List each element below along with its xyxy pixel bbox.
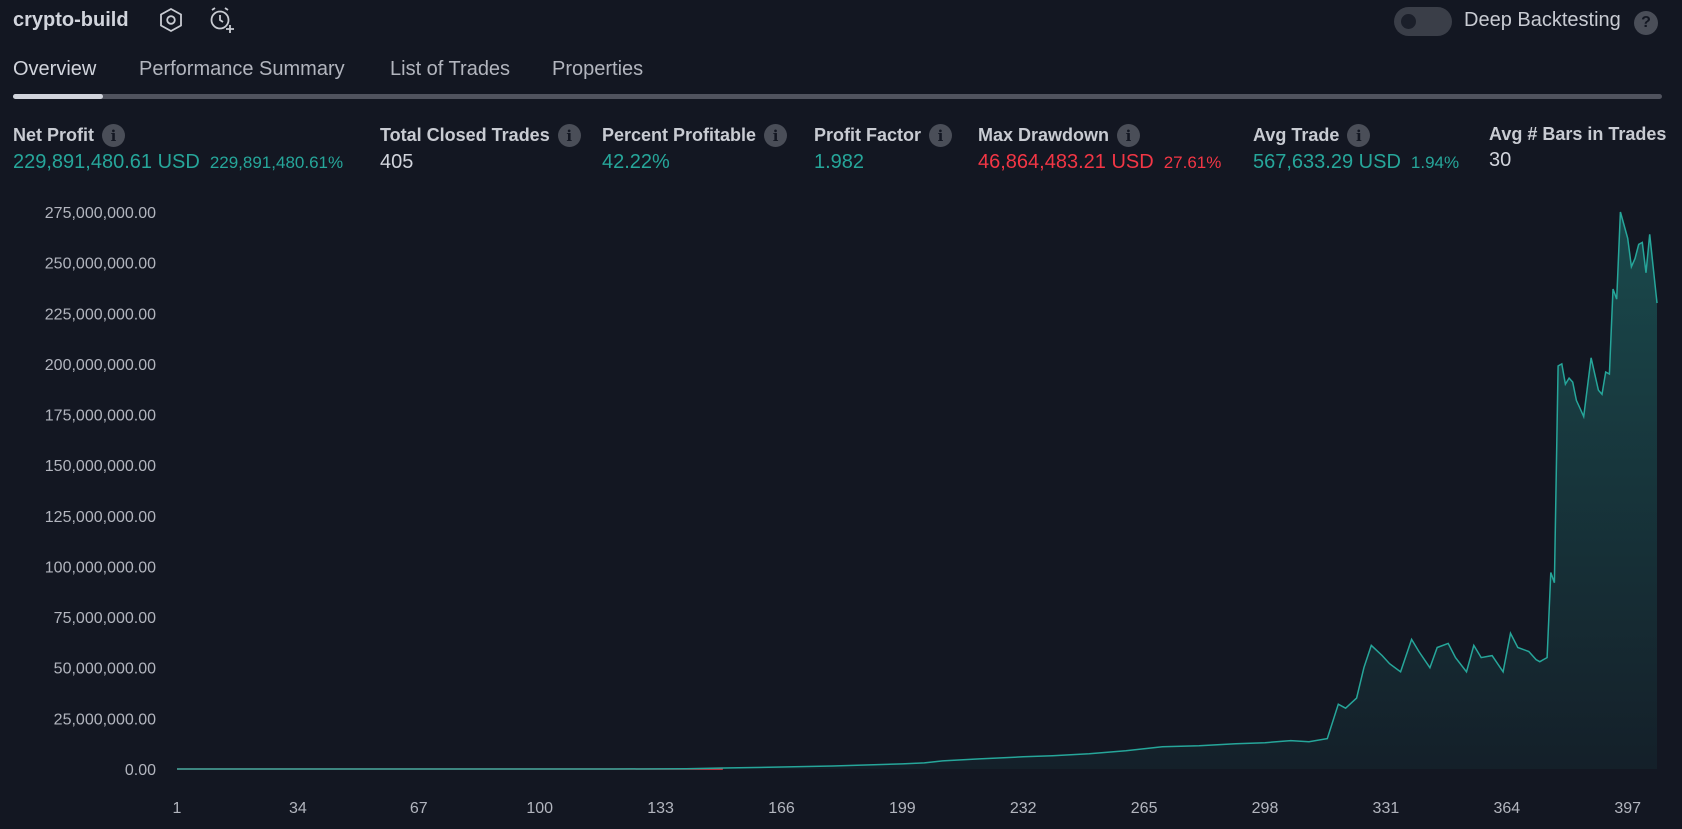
metric-label: Avg Trade [1253,125,1340,145]
metric-sub-value: 27.61% [1163,153,1222,172]
plot-area [177,211,1658,770]
info-icon[interactable]: i [1117,124,1141,147]
x-tick-label: 1 [173,800,182,817]
metric-sub-value: 1.94% [1410,153,1460,172]
y-tick-label: 75,000,000.00 [54,610,156,627]
metric-value: 42.22% [602,151,670,173]
metric-label: Profit Factor [814,125,922,145]
tab-overview[interactable]: Overview [13,58,97,80]
metric-avg-bars-in-trades: Avg # Bars in Trades 30 [1489,124,1666,172]
info-icon[interactable]: i [557,124,581,147]
tab-track [13,94,1662,99]
active-tab-indicator [13,94,103,99]
x-tick-label: 232 [1010,800,1037,817]
y-axis: 0.00 25,000,000.00 50,000,000.00 75,000,000… [45,205,156,779]
top-bar: crypto-build Deep Backtesting ? [0,0,1682,44]
metric-avg-trade: Avg Trade i 567,633.29 USD 1.94% [1253,124,1459,174]
y-tick-label: 125,000,000.00 [45,509,156,526]
deep-backtesting-label: Deep Backtesting [1464,9,1621,31]
metric-label: Total Closed Trades [380,125,550,145]
y-tick-label: 50,000,000.00 [54,661,156,678]
info-icon[interactable]: i [1347,124,1371,147]
toggle-knob [1401,14,1416,29]
metric-sub-value: 229,891,480.61% [209,153,344,172]
x-tick-label: 298 [1252,800,1279,817]
info-icon[interactable]: i [764,124,788,147]
x-tick-label: 67 [410,800,428,817]
equity-line [177,211,1658,770]
settings-hexagon-icon[interactable] [157,6,185,34]
metric-value: 567,633.29 USD [1253,151,1401,173]
y-tick-label: 250,000,000.00 [45,256,156,273]
equity-area-fill [177,212,1657,769]
x-tick-label: 364 [1493,800,1520,817]
metric-label: Percent Profitable [602,125,757,145]
metric-profit-factor: Profit Factor i 1.982 [814,124,953,174]
y-tick-label: 275,000,000.00 [45,205,156,222]
tab-list-of-trades[interactable]: List of Trades [390,58,511,80]
metric-net-profit: Net Profit i 229,891,480.61 USD 229,891,48… [13,124,343,174]
tab-bar: Overview Performance Summary List of Tra… [0,52,1682,102]
metric-value: 30 [1489,149,1512,171]
y-tick-label: 25,000,000.00 [54,711,156,728]
x-tick-label: 34 [289,800,307,817]
x-tick-label: 100 [526,800,553,817]
info-icon[interactable]: i [929,124,953,147]
metric-value: 405 [380,151,414,173]
question-circle-icon[interactable]: ? [1634,11,1658,35]
y-tick-label: 150,000,000.00 [45,458,156,475]
x-tick-label: 199 [889,800,916,817]
x-tick-label: 331 [1373,800,1400,817]
metric-total-closed-trades: Total Closed Trades i 405 [380,124,581,174]
equity-chart: 0.00 25,000,000.00 50,000,000.00 75,000,000… [45,205,1658,817]
y-tick-label: 200,000,000.00 [45,357,156,374]
y-tick-label: 225,000,000.00 [45,306,156,323]
tab-performance-summary[interactable]: Performance Summary [139,58,345,80]
deep-backtesting-toggle[interactable] [1394,7,1452,36]
info-icon[interactable]: i [102,124,125,147]
metric-value: 46,864,483.21 USD [978,151,1154,173]
strategy-title: crypto-build [13,9,129,31]
metric-max-drawdown: Max Drawdown i 46,864,483.21 USD 27.61% [978,124,1221,174]
y-tick-label: 175,000,000.00 [45,408,156,425]
metric-percent-profitable: Percent Profitable i 42.22% [602,124,788,174]
x-tick-label: 397 [1614,800,1641,817]
metric-label: Net Profit [13,125,94,145]
y-tick-label: 0.00 [125,762,156,779]
y-tick-label: 100,000,000.00 [45,559,156,576]
add-alert-clock-icon[interactable] [208,6,236,34]
x-tick-label: 133 [647,800,674,817]
tab-properties[interactable]: Properties [552,58,644,80]
x-tick-label: 166 [768,800,795,817]
metric-label: Avg # Bars in Trades [1489,124,1667,144]
metric-value: 1.982 [814,151,865,173]
x-axis: 1 34 67 100 133 166 199 232 265 298 331 364 397 [173,800,1642,817]
metric-label: Max Drawdown [978,125,1110,145]
metric-value: 229,891,480.61 USD [13,151,200,173]
x-tick-label: 265 [1131,800,1158,817]
